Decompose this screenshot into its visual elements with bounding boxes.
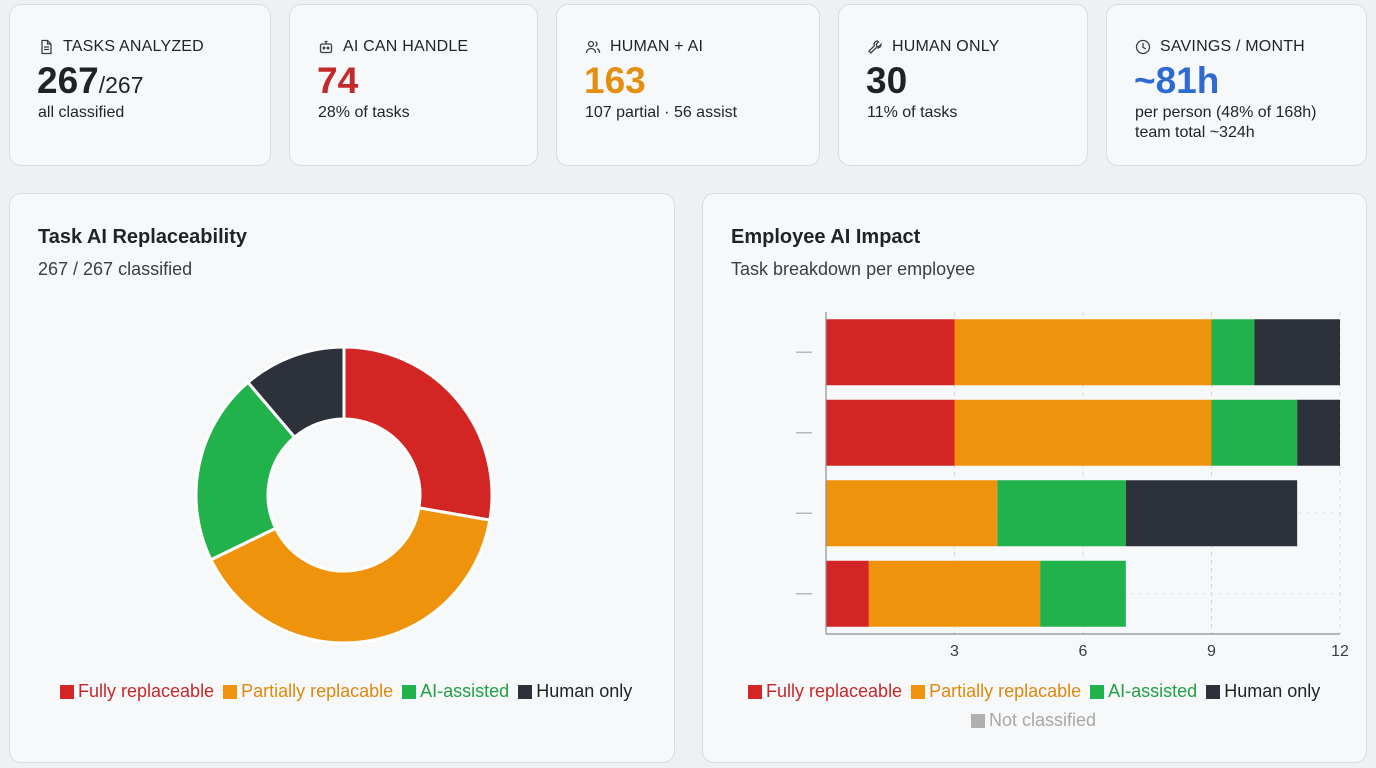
bar-segment[interactable] — [826, 399, 955, 466]
clock-icon — [1135, 39, 1151, 55]
bar-legend: Fully replaceable Partially replacable A… — [748, 681, 1329, 702]
wrench-icon — [868, 40, 882, 54]
bar-segment[interactable] — [1254, 319, 1340, 386]
legend-item-partial[interactable]: Partially replacable — [223, 681, 393, 702]
users-icon — [585, 40, 601, 54]
stat-value: ~81h — [1134, 60, 1220, 101]
stat-card-ai-can-handle: AI CAN HANDLE 74 28% of tasks — [289, 4, 538, 166]
stat-value: 163 — [584, 60, 646, 101]
x-tick-label: 9 — [1207, 643, 1216, 660]
bar-segment[interactable] — [1297, 399, 1340, 466]
stat-value: 74 — [317, 60, 359, 101]
legend-swatch — [402, 684, 417, 699]
stat-card-human-plus-ai: HUMAN + AI 163 107 partial · 56 assist — [556, 4, 820, 166]
legend-label: Not classified — [989, 710, 1097, 730]
bar-segment[interactable] — [826, 319, 955, 386]
legend-item-human[interactable]: Human only — [1206, 681, 1320, 702]
stat-denominator: /267 — [98, 72, 144, 98]
legend-swatch — [1206, 684, 1221, 699]
donut-slice-3[interactable] — [194, 380, 297, 562]
legend-swatch — [1090, 684, 1105, 699]
document-icon — [41, 39, 52, 55]
legend-item-assisted[interactable]: AI-assisted — [1090, 681, 1197, 702]
x-tick-label: 12 — [1331, 643, 1349, 660]
legend-swatch — [223, 684, 238, 699]
stat-sub: 11% of tasks — [867, 104, 958, 121]
legend-swatch — [60, 684, 74, 699]
stat-card-savings-month: SAVINGS / MONTH ~81h per person (48% of … — [1106, 4, 1367, 166]
stat-label: SAVINGS / MONTH — [1160, 38, 1305, 55]
legend-label: Human only — [1224, 681, 1321, 701]
legend-item-human[interactable]: Human only — [518, 681, 632, 702]
stat-sub: 107 partial · 56 assist — [585, 104, 738, 121]
legend-swatch — [518, 684, 533, 699]
stat-card-tasks-analyzed: TASKS ANALYZED 267/267 all classified — [9, 4, 271, 166]
legend-label: AI-assisted — [420, 681, 510, 701]
stat-label: TASKS ANALYZED — [63, 38, 204, 55]
donut-slice-4[interactable] — [245, 345, 346, 440]
bar-segment[interactable] — [1211, 399, 1298, 466]
bar-panel: Employee AI Impact Task breakdown per em… — [702, 193, 1367, 763]
stat-value: 267 — [37, 60, 99, 101]
bar-segment[interactable] — [868, 560, 1041, 627]
stat-label: AI CAN HANDLE — [343, 38, 469, 55]
bar-legend-row-2: Not classified — [971, 710, 1105, 731]
donut-legend: Fully replaceable Partially replacable A… — [60, 681, 641, 702]
donut-slice-2[interactable] — [208, 506, 492, 645]
stat-value: 30 — [866, 60, 908, 101]
donut-panel: Task AI Replaceability 267 / 267 classif… — [9, 193, 675, 763]
legend-item-fully[interactable]: Fully replaceable — [60, 681, 214, 702]
bar-segment[interactable] — [1040, 560, 1126, 627]
panel-subtitle: 267 / 267 classified — [38, 259, 193, 279]
stat-sub: per person (48% of 168h) — [1135, 104, 1317, 121]
bar-segment[interactable] — [1125, 480, 1298, 547]
stat-sub-2: team total ~324h — [1135, 124, 1255, 141]
legend-swatch — [748, 684, 762, 699]
bar-segment[interactable] — [954, 399, 1212, 466]
legend-item-assisted[interactable]: AI-assisted — [402, 681, 509, 702]
legend-swatch — [911, 684, 926, 699]
bar-segment[interactable] — [1211, 319, 1255, 386]
bar-segment[interactable] — [997, 480, 1126, 547]
bar-segment[interactable] — [826, 480, 998, 547]
panel-title: Employee AI Impact — [731, 226, 921, 248]
legend-label: Partially replacable — [241, 681, 394, 701]
bar-segment[interactable] — [954, 319, 1212, 386]
legend-label: Fully replaceable — [78, 681, 215, 701]
legend-label: Partially replacable — [929, 681, 1082, 701]
bar-segment[interactable] — [826, 560, 869, 627]
bar-chart: 3 6 9 12 — [796, 312, 1349, 660]
legend-swatch — [971, 713, 985, 728]
stat-label: HUMAN ONLY — [892, 38, 1000, 55]
stat-sub: all classified — [38, 104, 125, 121]
x-tick-label: 6 — [1079, 643, 1088, 660]
legend-label: Fully replaceable — [766, 681, 903, 701]
donut-slice-1[interactable] — [342, 345, 494, 522]
panel-title: Task AI Replaceability — [38, 226, 247, 248]
stat-sub: 28% of tasks — [318, 104, 410, 121]
legend-item-partial[interactable]: Partially replacable — [911, 681, 1081, 702]
donut-chart — [194, 345, 494, 645]
legend-item-fully[interactable]: Fully replaceable — [748, 681, 902, 702]
legend-label: AI-assisted — [1108, 681, 1198, 701]
stat-label: HUMAN + AI — [610, 38, 704, 55]
legend-item-not-classified[interactable]: Not classified — [971, 710, 1096, 731]
stat-card-human-only: HUMAN ONLY 30 11% of tasks — [838, 4, 1088, 166]
x-tick-label: 3 — [950, 643, 959, 660]
robot-icon — [319, 40, 333, 54]
legend-label: Human only — [536, 681, 633, 701]
panel-subtitle: Task breakdown per employee — [731, 259, 976, 279]
